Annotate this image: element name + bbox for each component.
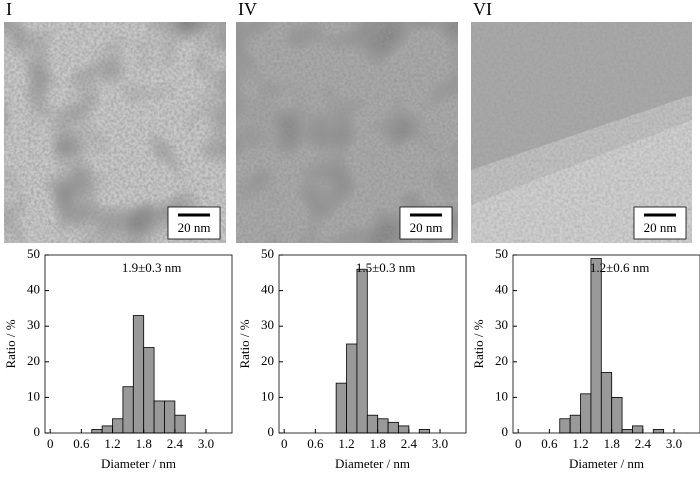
bar xyxy=(346,343,358,434)
y-tick-label: 50 xyxy=(261,246,274,261)
y-tick-label: 50 xyxy=(27,246,40,261)
tem-image-2 xyxy=(236,22,458,243)
bar xyxy=(143,347,155,434)
plot-frame xyxy=(512,254,700,434)
y-tick-label: 40 xyxy=(27,282,40,297)
y-tick-label: 0 xyxy=(268,424,275,439)
bar xyxy=(418,429,431,434)
y-tick-label: 50 xyxy=(495,246,508,261)
x-tick-label: 2.4 xyxy=(635,436,652,451)
y-axis-label: Ratio / % xyxy=(3,319,18,368)
bar xyxy=(398,425,410,434)
y-tick-label: 0 xyxy=(34,424,41,439)
annotation: 1.2±0.6 nm xyxy=(590,260,650,275)
annotation: 1.5±0.3 nm xyxy=(356,260,416,275)
plot-frame xyxy=(278,254,467,434)
bar xyxy=(559,418,571,434)
plot-frame xyxy=(44,254,233,434)
x-tick-label: 0 xyxy=(281,436,288,451)
x-tick-label: 1.8 xyxy=(604,436,620,451)
bar xyxy=(174,414,186,434)
bar xyxy=(335,382,347,434)
scale-bar-label: 20 nm xyxy=(410,220,443,235)
panel-label: I xyxy=(6,0,12,19)
x-tick-label: 3.0 xyxy=(666,436,682,451)
panel-label: VI xyxy=(473,0,492,19)
bar xyxy=(122,386,134,434)
annotation: 1.9±0.3 nm xyxy=(122,260,182,275)
x-axis-label: Diameter / nm xyxy=(101,456,176,471)
y-tick-label: 40 xyxy=(495,282,508,297)
y-axis-label: Ratio / % xyxy=(237,319,252,368)
y-tick-label: 10 xyxy=(495,388,508,403)
x-tick-label: 0.6 xyxy=(73,436,90,451)
y-tick-label: 20 xyxy=(261,353,274,368)
x-tick-label: 0 xyxy=(515,436,522,451)
x-tick-label: 0.6 xyxy=(307,436,324,451)
bar xyxy=(652,429,665,434)
bar xyxy=(366,414,379,434)
scale-bar-box xyxy=(633,206,687,240)
bar xyxy=(164,400,176,434)
x-tick-label: 3.0 xyxy=(432,436,448,451)
y-tick-label: 30 xyxy=(261,317,274,332)
panel-label: IV xyxy=(238,0,257,19)
x-tick-label: 0.6 xyxy=(541,436,558,451)
bar xyxy=(112,418,124,434)
y-tick-label: 30 xyxy=(27,317,40,332)
tem-image-1 xyxy=(4,22,226,243)
scale-bar-label: 20 nm xyxy=(644,220,677,235)
x-tick-label: 1.8 xyxy=(136,436,152,451)
x-tick-label: 3.0 xyxy=(198,436,214,451)
x-tick-label: 1.8 xyxy=(370,436,386,451)
bar xyxy=(632,425,644,434)
y-tick-label: 20 xyxy=(495,353,508,368)
y-tick-label: 20 xyxy=(27,353,40,368)
bar xyxy=(387,421,399,434)
x-tick-label: 2.4 xyxy=(401,436,418,451)
bar xyxy=(101,425,113,434)
bar xyxy=(621,429,633,434)
bar xyxy=(91,429,103,434)
x-axis-label: Diameter / nm xyxy=(335,456,410,471)
bar xyxy=(153,400,165,434)
bar xyxy=(377,418,389,434)
bar xyxy=(611,396,623,434)
bar xyxy=(132,315,145,434)
y-tick-label: 10 xyxy=(261,388,274,403)
y-tick-label: 0 xyxy=(502,424,509,439)
y-axis-label: Ratio / % xyxy=(471,319,486,368)
y-tick-label: 30 xyxy=(495,317,508,332)
bar xyxy=(356,268,368,434)
x-tick-label: 2.4 xyxy=(167,436,184,451)
bar xyxy=(580,393,592,434)
bar xyxy=(590,258,602,434)
x-tick-label: 1.2 xyxy=(572,436,588,451)
bar xyxy=(569,414,581,434)
x-axis-label: Diameter / nm xyxy=(569,456,644,471)
x-tick-label: 1.2 xyxy=(338,436,354,451)
y-tick-label: 10 xyxy=(27,388,40,403)
x-tick-label: 0 xyxy=(47,436,54,451)
y-tick-label: 40 xyxy=(261,282,274,297)
bar xyxy=(600,372,613,434)
scale-bar-box xyxy=(167,206,221,240)
x-tick-label: 1.2 xyxy=(104,436,120,451)
scale-bar-label: 20 nm xyxy=(178,220,211,235)
scale-bar-box xyxy=(399,206,453,240)
